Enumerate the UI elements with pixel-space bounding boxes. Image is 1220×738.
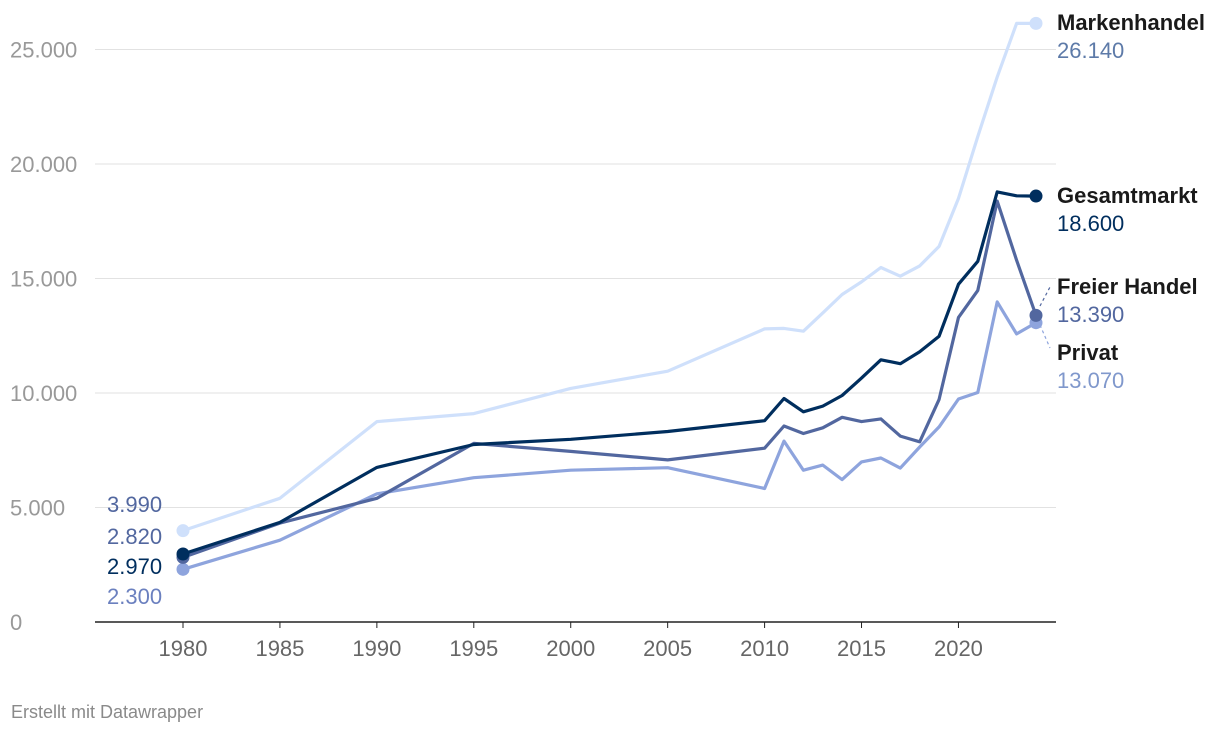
end-value-freier-handel: 13.390 [1057,302,1124,327]
series-line-markenhandel [182,21,1036,533]
y-tick-label: 5.000 [10,496,65,521]
end-point-gesamtmarkt [1029,189,1043,203]
series-line-freier-handel [182,199,1038,559]
y-tick-label: 25.000 [10,38,77,63]
y-tick-label: 20.000 [10,152,77,177]
x-axis-ticks: 1980 1985 1990 1995 2000 2005 2010 2015 2020 [159,622,983,661]
start-point-privat [176,562,190,576]
series-name-gesamtmarkt: Gesamtmarkt [1057,183,1198,208]
x-tick-label: 2005 [643,636,692,661]
x-tick-label: 2000 [546,636,595,661]
series-name-markenhandel: Markenhandel [1057,10,1205,35]
start-point-markenhandel [176,524,190,538]
x-tick-label: 2015 [837,636,886,661]
credit-text: Erstellt mit Datawrapper [11,702,204,722]
end-value-markenhandel: 26.140 [1057,38,1124,63]
x-tick-label: 1980 [159,636,208,661]
series-name-freier-handel: Freier Handel [1057,274,1198,299]
series-lines [182,21,1038,571]
y-tick-label: 15.000 [10,267,77,292]
x-tick-label: 1990 [352,636,401,661]
series-markers [176,16,1043,576]
series-labels: Markenhandel 26.140 3.990 Gesamtmarkt 18.600… [107,10,1205,609]
end-point-markenhandel [1029,16,1043,30]
start-value-freier-handel: 2.820 [107,524,162,549]
y-tick-label: 0 [10,610,22,635]
x-tick-label: 1995 [449,636,498,661]
series-line-privat [182,300,1037,571]
start-value-privat: 2.300 [107,584,162,609]
series-name-privat: Privat [1057,340,1119,365]
start-point-gesamtmarkt [176,547,190,561]
x-tick-label: 2010 [740,636,789,661]
label-connector-privat [1039,324,1051,349]
start-value-markenhandel: 3.990 [107,492,162,517]
label-connector-freier-handel [1039,286,1051,307]
end-point-freier-handel [1029,308,1043,322]
start-value-gesamtmarkt: 2.970 [107,554,162,579]
x-tick-label: 2020 [934,636,983,661]
series-line-gesamtmarkt [182,190,1037,556]
end-value-gesamtmarkt: 18.600 [1057,211,1124,236]
end-value-privat: 13.070 [1057,368,1124,393]
y-tick-label: 10.000 [10,381,77,406]
x-tick-label: 1985 [255,636,304,661]
y-axis-ticks: 0 5.000 10.000 15.000 20.000 25.000 [10,38,77,636]
